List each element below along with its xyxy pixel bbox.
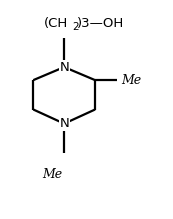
Text: N: N: [59, 61, 69, 74]
Text: N: N: [59, 117, 69, 130]
Text: (CH: (CH: [44, 17, 68, 30]
Text: Me: Me: [42, 168, 62, 181]
Text: 2: 2: [72, 22, 79, 32]
Text: Me: Me: [121, 74, 141, 87]
Text: )3—OH: )3—OH: [77, 17, 124, 30]
